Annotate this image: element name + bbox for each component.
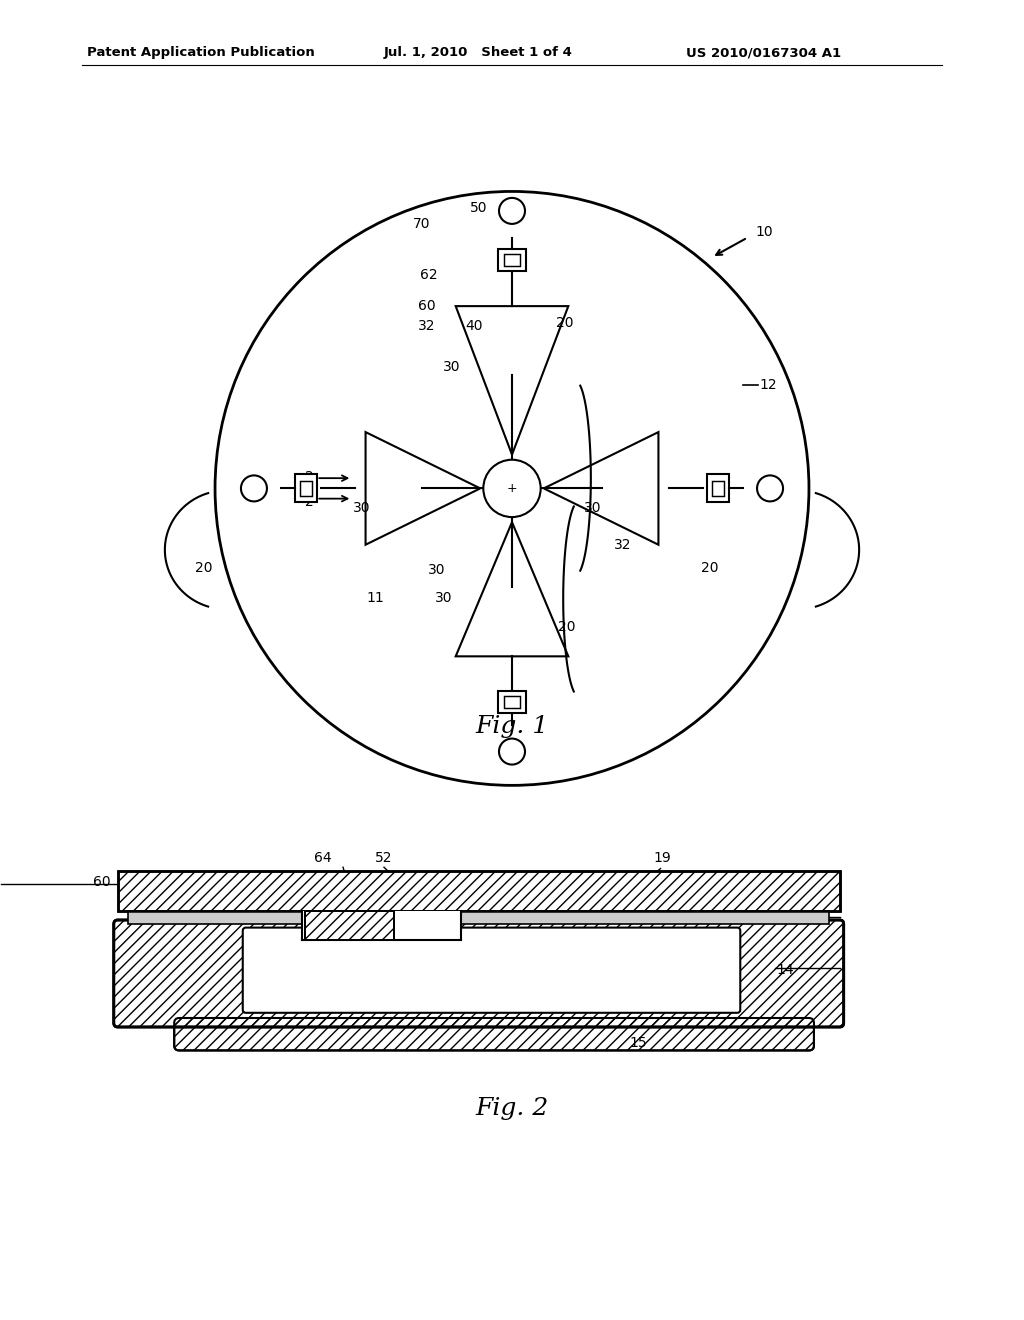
Text: 62: 62 bbox=[420, 268, 437, 281]
Bar bbox=[302, 911, 461, 940]
Bar bbox=[498, 249, 526, 271]
Bar bbox=[295, 474, 317, 503]
Text: 16: 16 bbox=[776, 904, 794, 917]
Text: 14: 14 bbox=[776, 964, 794, 977]
Text: Fig. 1: Fig. 1 bbox=[475, 714, 549, 738]
FancyBboxPatch shape bbox=[114, 920, 844, 1027]
Text: 20: 20 bbox=[701, 561, 719, 574]
Bar bbox=[305, 911, 394, 940]
Text: 20: 20 bbox=[556, 317, 573, 330]
Text: 12: 12 bbox=[760, 379, 777, 392]
Bar bbox=[504, 697, 520, 709]
Circle shape bbox=[499, 198, 525, 224]
Bar bbox=[300, 480, 312, 496]
Bar bbox=[118, 871, 840, 911]
Bar bbox=[128, 911, 829, 924]
Bar bbox=[707, 474, 729, 503]
Circle shape bbox=[483, 459, 541, 517]
Text: 50: 50 bbox=[469, 201, 487, 215]
Text: 40: 40 bbox=[465, 319, 482, 333]
Text: 70: 70 bbox=[413, 218, 430, 231]
Text: US 2010/0167304 A1: US 2010/0167304 A1 bbox=[686, 46, 841, 59]
FancyBboxPatch shape bbox=[174, 1018, 814, 1051]
Text: +: + bbox=[507, 482, 517, 495]
Text: Jul. 1, 2010   Sheet 1 of 4: Jul. 1, 2010 Sheet 1 of 4 bbox=[384, 46, 572, 59]
Text: 50: 50 bbox=[324, 991, 341, 1005]
Text: 32: 32 bbox=[614, 539, 632, 552]
Text: 60: 60 bbox=[93, 875, 111, 888]
Circle shape bbox=[757, 475, 783, 502]
Text: 10: 10 bbox=[756, 226, 773, 239]
FancyBboxPatch shape bbox=[243, 928, 740, 1012]
Text: 20: 20 bbox=[195, 561, 212, 574]
Text: 2: 2 bbox=[304, 495, 313, 508]
Text: 64: 64 bbox=[313, 850, 332, 865]
Text: 11: 11 bbox=[367, 591, 384, 605]
Text: 30: 30 bbox=[443, 360, 461, 374]
Text: Patent Application Publication: Patent Application Publication bbox=[87, 46, 314, 59]
Bar bbox=[118, 871, 840, 911]
Text: 30: 30 bbox=[428, 564, 445, 577]
Bar bbox=[305, 911, 394, 940]
Text: 32: 32 bbox=[418, 319, 435, 333]
Text: 20: 20 bbox=[558, 620, 575, 634]
Text: 15: 15 bbox=[630, 1036, 647, 1049]
Text: 2: 2 bbox=[304, 470, 313, 484]
Text: 60: 60 bbox=[418, 300, 435, 313]
Text: 19: 19 bbox=[653, 850, 671, 865]
Text: 30: 30 bbox=[353, 502, 371, 515]
Bar bbox=[498, 692, 526, 713]
Text: Fig. 2: Fig. 2 bbox=[475, 1097, 549, 1121]
Text: 30: 30 bbox=[584, 502, 601, 515]
Bar bbox=[712, 480, 724, 496]
Text: 30: 30 bbox=[435, 591, 453, 605]
Circle shape bbox=[499, 739, 525, 764]
Text: 40: 40 bbox=[500, 960, 517, 973]
Circle shape bbox=[241, 475, 267, 502]
Text: 52: 52 bbox=[375, 850, 393, 865]
Text: 18: 18 bbox=[776, 875, 794, 888]
Bar bbox=[504, 253, 520, 267]
